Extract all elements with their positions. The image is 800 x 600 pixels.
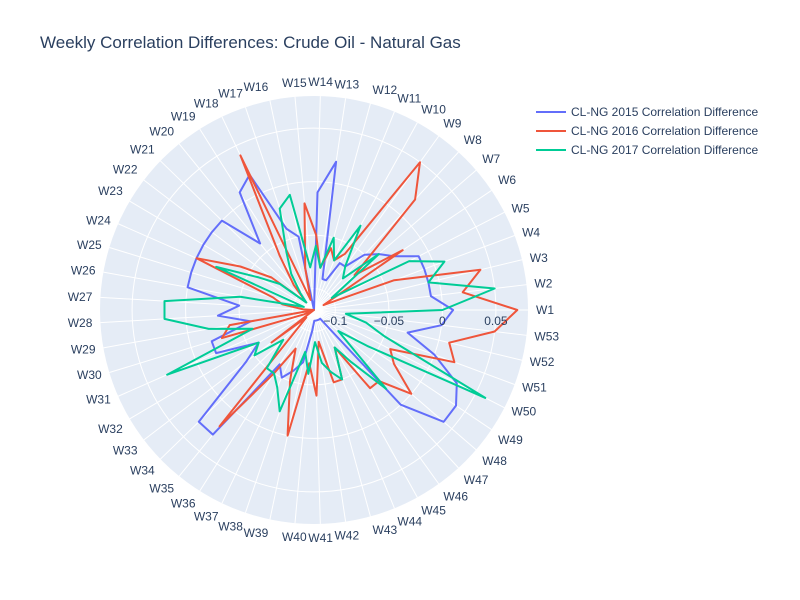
series-line-1[interactable] [186, 160, 458, 436]
angular-gridline [313, 111, 395, 311]
angular-tick-label: W3 [530, 251, 548, 265]
angular-gridline [313, 309, 440, 485]
angular-gridline [313, 309, 371, 517]
angular-gridline [313, 169, 477, 311]
angular-tick-label: W43 [373, 523, 398, 537]
angular-tick-label: W50 [512, 404, 537, 418]
angular-tick-label: W8 [464, 133, 482, 147]
angular-gridline [313, 309, 418, 498]
angular-tick-label: W40 [282, 530, 307, 544]
angular-tick-label: W51 [522, 380, 547, 394]
angular-tick-label: W31 [86, 393, 111, 407]
angular-tick-label: W48 [482, 454, 507, 468]
angular-tick-label: W22 [113, 162, 138, 176]
angular-tick-label: W4 [522, 226, 540, 240]
angular-gridline [313, 259, 523, 311]
angular-tick-label: W5 [512, 202, 530, 216]
angular-tick-label: W19 [171, 109, 196, 123]
legend-item-1[interactable]: CL-NG 2015 Correlation Difference [536, 102, 758, 121]
angular-tick-label: W37 [194, 509, 219, 523]
angular-tick-label: W23 [98, 184, 123, 198]
angular-tick-label: W20 [149, 125, 174, 139]
radial-tick-label-0: −0.1 [324, 314, 348, 328]
radial-tick-label-2: 0 [439, 314, 446, 328]
angular-tick-label: W27 [68, 290, 93, 304]
angular-tick-label: W47 [464, 473, 489, 487]
angular-tick-label: W6 [498, 173, 516, 187]
angular-gridline [199, 309, 315, 492]
angular-tick-label: W45 [421, 503, 446, 517]
angular-tick-label: W13 [334, 77, 359, 91]
angular-gridline [160, 160, 315, 311]
angular-tick-label: W14 [308, 75, 333, 89]
angular-tick-label: W15 [282, 76, 307, 90]
legend-label-1: CL-NG 2015 Correlation Difference [571, 104, 759, 119]
angular-tick-label: W34 [130, 464, 155, 478]
legend-swatch-3 [536, 148, 566, 151]
angular-gridline [160, 309, 315, 460]
angular-gridline [313, 122, 418, 311]
angular-tick-label: W18 [194, 97, 219, 111]
angular-gridline [313, 309, 395, 509]
angular-tick-label: W9 [443, 117, 461, 131]
angular-tick-label: W52 [530, 355, 555, 369]
angular-tick-label: W12 [373, 83, 398, 97]
angular-tick-label: W28 [68, 316, 93, 330]
angular-tick-label: W36 [171, 497, 196, 511]
legend[interactable]: CL-NG 2015 Correlation Difference CL-NG 2… [536, 102, 758, 159]
angular-tick-label: W29 [71, 342, 96, 356]
angular-gridline [129, 200, 315, 311]
angular-gridline [294, 309, 315, 524]
angular-tick-label: W1 [536, 303, 554, 317]
angular-tick-label: W53 [534, 329, 559, 343]
angular-tick-label: W24 [86, 214, 111, 228]
angular-tick-label: W39 [244, 526, 269, 540]
radial-tick-label-1: −0.05 [374, 314, 405, 328]
angular-tick-label: W38 [218, 519, 243, 533]
angular-tick-label: W41 [308, 531, 333, 545]
angular-tick-label: W21 [130, 142, 155, 156]
angular-gridline [100, 309, 315, 324]
angular-gridline [313, 309, 523, 361]
angular-gridline [313, 309, 515, 385]
angular-gridline [100, 296, 315, 311]
angular-tick-label: W26 [71, 264, 96, 278]
angular-tick-label: W25 [77, 238, 102, 252]
angular-gridline [221, 309, 315, 504]
angular-tick-label: W46 [443, 489, 468, 503]
chart-title: Weekly Correlation Differences: Crude Oi… [40, 33, 461, 52]
angular-gridline [129, 309, 315, 420]
angular-tick-label: W49 [498, 433, 523, 447]
series-line-3[interactable] [163, 193, 496, 413]
angular-tick-label: W32 [98, 422, 123, 436]
radial-tick-label-3: 0.05 [484, 314, 508, 328]
angular-tick-label: W11 [397, 91, 421, 105]
legend-item-3[interactable]: CL-NG 2017 Correlation Difference [536, 140, 758, 159]
legend-item-2[interactable]: CL-NG 2016 Correlation Difference [536, 121, 758, 140]
legend-swatch-2 [536, 129, 566, 132]
angular-tick-label: W35 [149, 481, 174, 495]
legend-label-3: CL-NG 2017 Correlation Difference [571, 142, 759, 157]
angular-tick-label: W7 [482, 152, 500, 166]
angular-gridline [313, 309, 492, 430]
angular-tick-label: W30 [77, 368, 102, 382]
angular-tick-label: W33 [113, 444, 138, 458]
angular-tick-label: W16 [244, 80, 269, 94]
angular-tick-label: W44 [397, 515, 422, 529]
angular-gridline [313, 98, 347, 311]
legend-label-2: CL-NG 2016 Correlation Difference [571, 123, 759, 138]
angular-gridline [313, 151, 459, 311]
angular-tick-label: W17 [218, 87, 243, 101]
angular-tick-label: W2 [534, 277, 552, 291]
angular-tick-label: W42 [334, 529, 359, 543]
angular-tick-label: W10 [421, 103, 446, 117]
series-line-2[interactable] [195, 154, 519, 437]
angular-gridline [269, 309, 315, 520]
legend-swatch-1 [536, 110, 566, 113]
angular-gridline [109, 247, 315, 311]
